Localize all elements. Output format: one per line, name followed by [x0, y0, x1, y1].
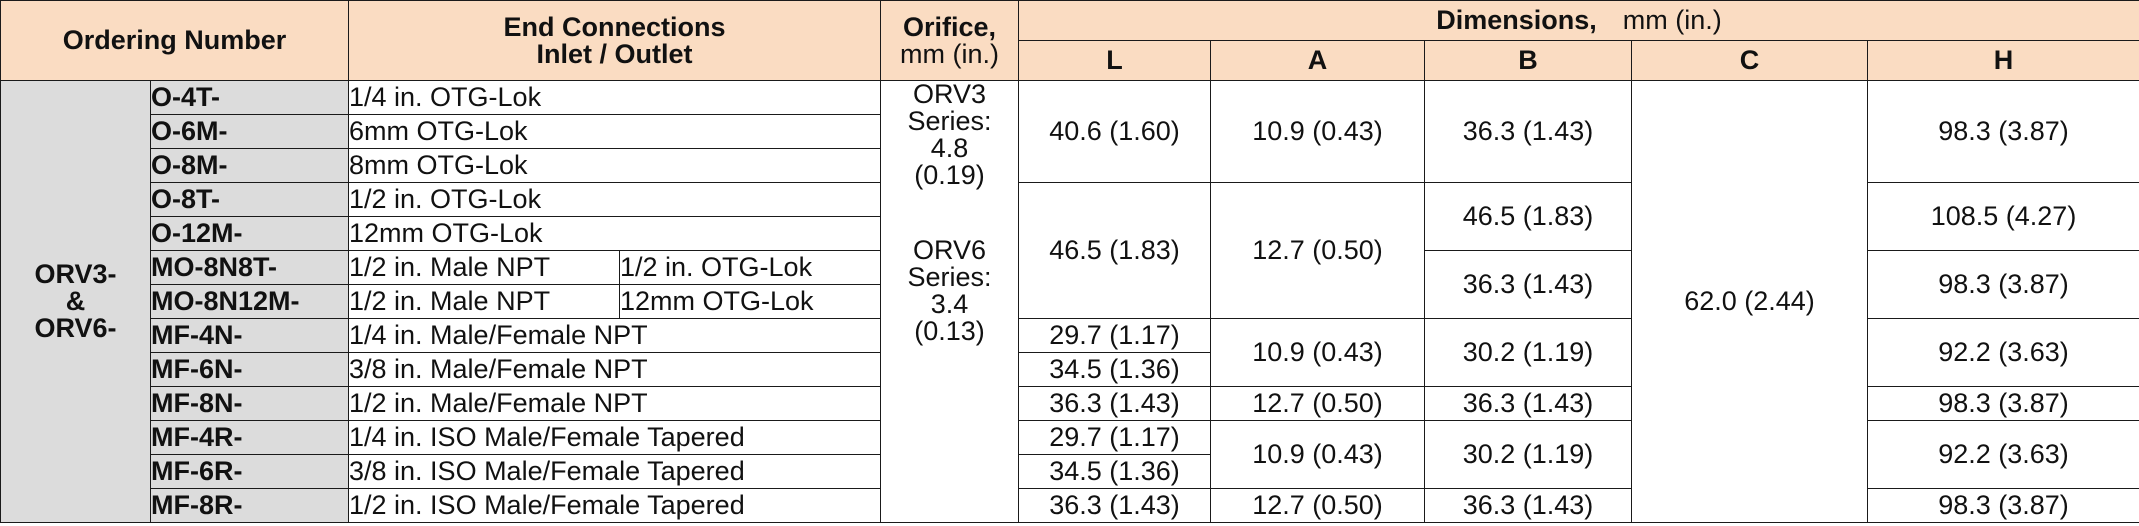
- orifice-orv6-line3: 3.4: [930, 289, 969, 319]
- dim-b-cell: 46.5 (1.83): [1424, 182, 1632, 251]
- series-group-line3: ORV6-: [34, 313, 117, 343]
- dim-b-cell: 36.3 (1.43): [1424, 386, 1632, 421]
- orifice-spacer: [882, 189, 1018, 237]
- dim-h-cell: 98.3 (3.87): [1866, 250, 2139, 319]
- ordering-number-cell: O-8T-: [150, 182, 349, 217]
- header-end-connections-line1: End Connections: [503, 11, 726, 42]
- dim-h-cell: 98.3 (3.87): [1866, 80, 2139, 183]
- header-end-connections-line2: Inlet / Outlet: [536, 38, 693, 69]
- connection-cell: 1/4 in. Male/Female NPT: [348, 318, 881, 353]
- ordering-number-cell: MF-6N-: [150, 352, 349, 387]
- ordering-number-cell: MF-4R-: [150, 420, 349, 455]
- table-row: O-6M- 6mm OTG-Lok: [1, 114, 2139, 149]
- header-col-c: C: [1631, 40, 1868, 81]
- connection-cell: 1/2 in. Male/Female NPT: [348, 386, 881, 421]
- connection-cell: 6mm OTG-Lok: [348, 114, 881, 149]
- ordering-number-cell: MF-8R-: [150, 488, 349, 523]
- dim-h-cell: 92.2 (3.63): [1866, 420, 2139, 489]
- ordering-number-cell: MO-8N8T-: [150, 250, 349, 285]
- ordering-number-cell: O-4T-: [150, 80, 349, 115]
- orifice-orv3-line4: (0.19): [914, 160, 985, 190]
- orifice-orv6-line4: (0.13): [914, 316, 985, 346]
- dim-b-cell: 36.3 (1.43): [1424, 488, 1632, 523]
- dim-c-cell: 62.0 (2.44): [1631, 80, 1868, 523]
- dim-h-cell: 98.3 (3.87): [1866, 386, 2139, 421]
- connection-cell: 3/8 in. Male/Female NPT: [348, 352, 881, 387]
- header-dimensions-unit: mm (in.): [1622, 5, 1722, 35]
- dim-b-cell: 30.2 (1.19): [1424, 318, 1632, 387]
- ordering-number-cell: O-6M-: [150, 114, 349, 149]
- table-row: MF-8R- 1/2 in. ISO Male/Female Tapered 3…: [1, 488, 2139, 523]
- ordering-number-cell: O-12M-: [150, 216, 349, 251]
- ordering-number-cell: MF-6R-: [150, 454, 349, 489]
- dim-l-cell: 36.3 (1.43): [1018, 386, 1211, 421]
- header-dimensions: Dimensions, mm (in.): [1017, 0, 2139, 41]
- table-row: MF-6N- 3/8 in. Male/Female NPT 34.5 (1.3…: [1, 352, 2139, 387]
- orifice-orv3-line2: Series:: [907, 106, 992, 136]
- dim-a-cell: 10.9 (0.43): [1210, 80, 1425, 183]
- connection-cell: 1/2 in. OTG-Lok: [348, 182, 881, 217]
- dim-l-cell: 40.6 (1.60): [1018, 80, 1211, 183]
- table-row: MF-4N- 1/4 in. Male/Female NPT 29.7 (1.1…: [1, 318, 2139, 387]
- connection-cell: 1/4 in. ISO Male/Female Tapered: [348, 420, 881, 455]
- header-dimensions-label: Dimensions,: [1436, 5, 1597, 35]
- table-row: MO-8N12M- 1/2 in. Male NPT 12mm OTG-Lok: [1, 284, 2139, 319]
- dim-l-cell: 29.7 (1.17): [1018, 318, 1211, 353]
- dim-l-cell: 34.5 (1.36): [1018, 454, 1211, 489]
- orifice-orv6-line2: Series:: [907, 262, 992, 292]
- dim-a-cell: 12.7 (0.50): [1210, 488, 1425, 523]
- header-col-a: A: [1210, 40, 1425, 81]
- table-row: MF-4R- 1/4 in. ISO Male/Female Tapered 2…: [1, 420, 2139, 489]
- connection-cell: 8mm OTG-Lok: [348, 148, 881, 183]
- dim-b-cell: 36.3 (1.43): [1424, 80, 1632, 183]
- dim-l-cell: 36.3 (1.43): [1018, 488, 1211, 523]
- connection-cell: 3/8 in. ISO Male/Female Tapered: [348, 454, 881, 489]
- series-group-line1: ORV3-: [34, 259, 117, 289]
- table-row: O-8T- 1/2 in. OTG-Lok 46.5 (1.83) 12.7 (…: [1, 182, 2139, 319]
- dim-h-cell: 98.3 (3.87): [1866, 488, 2139, 523]
- header-col-h: H: [1866, 40, 2139, 81]
- header-end-connections: End Connections Inlet / Outlet: [348, 0, 881, 81]
- ordering-number-cell: MF-4N-: [150, 318, 349, 353]
- outlet-cell: 12mm OTG-Lok: [619, 284, 881, 319]
- header-orifice: Orifice, mm (in.): [880, 0, 1019, 81]
- inlet-cell: 1/2 in. Male NPT: [348, 284, 620, 319]
- connection-cell: 1/2 in. ISO Male/Female Tapered: [348, 488, 881, 523]
- dim-h-cell: 92.2 (3.63): [1866, 318, 2139, 387]
- header-col-b: B: [1424, 40, 1632, 81]
- dim-l-cell: 29.7 (1.17): [1018, 420, 1211, 455]
- dim-a-cell: 10.9 (0.43): [1210, 318, 1425, 387]
- ordering-number-cell: O-8M-: [150, 148, 349, 183]
- dim-l-cell: 46.5 (1.83): [1018, 182, 1211, 319]
- orifice-orv3-line3: 4.8: [930, 133, 969, 163]
- dim-l-cell: 34.5 (1.36): [1018, 352, 1211, 387]
- table-row: ORV3- & ORV6- O-4T- 1/4 in. OTG-Lok ORV3…: [0, 80, 2139, 523]
- header-orifice-line1: Orifice,: [902, 11, 997, 42]
- ordering-number-cell: MF-8N-: [150, 386, 349, 421]
- header-col-l: L: [1018, 40, 1211, 81]
- orifice-orv3-line1: ORV3: [912, 80, 987, 109]
- orifice-orv6-line1: ORV6: [912, 235, 987, 265]
- series-group-label: ORV3- & ORV6-: [0, 80, 151, 523]
- header-row-1: Ordering Number End Connections Inlet / …: [0, 0, 2139, 81]
- orifice-cell: ORV3 Series: 4.8 (0.19) ORV6 Series: 3.4…: [880, 80, 1019, 523]
- header-orifice-line2: mm (in.): [900, 38, 999, 69]
- header-ordering-number: Ordering Number: [0, 0, 349, 81]
- dim-a-cell: 12.7 (0.50): [1210, 386, 1425, 421]
- connection-cell: 12mm OTG-Lok: [348, 216, 881, 251]
- dim-h-cell: 108.5 (4.27): [1866, 182, 2139, 251]
- table-row: O-8M- 8mm OTG-Lok: [1, 148, 2139, 183]
- header-ordering-number-label: Ordering Number: [62, 25, 287, 55]
- outlet-cell: 1/2 in. OTG-Lok: [619, 250, 881, 285]
- header-row-2: L A B C H: [1, 40, 2139, 81]
- dim-b-cell: 30.2 (1.19): [1424, 420, 1632, 489]
- ordering-number-cell: MO-8N12M-: [150, 284, 349, 319]
- series-group-line2: &: [65, 286, 86, 316]
- dim-a-cell: 10.9 (0.43): [1210, 420, 1425, 489]
- inlet-cell: 1/2 in. Male NPT: [348, 250, 620, 285]
- dim-a-cell: 12.7 (0.50): [1210, 182, 1425, 319]
- connection-cell: 1/4 in. OTG-Lok: [348, 80, 881, 115]
- dim-b-cell: 36.3 (1.43): [1424, 250, 1632, 319]
